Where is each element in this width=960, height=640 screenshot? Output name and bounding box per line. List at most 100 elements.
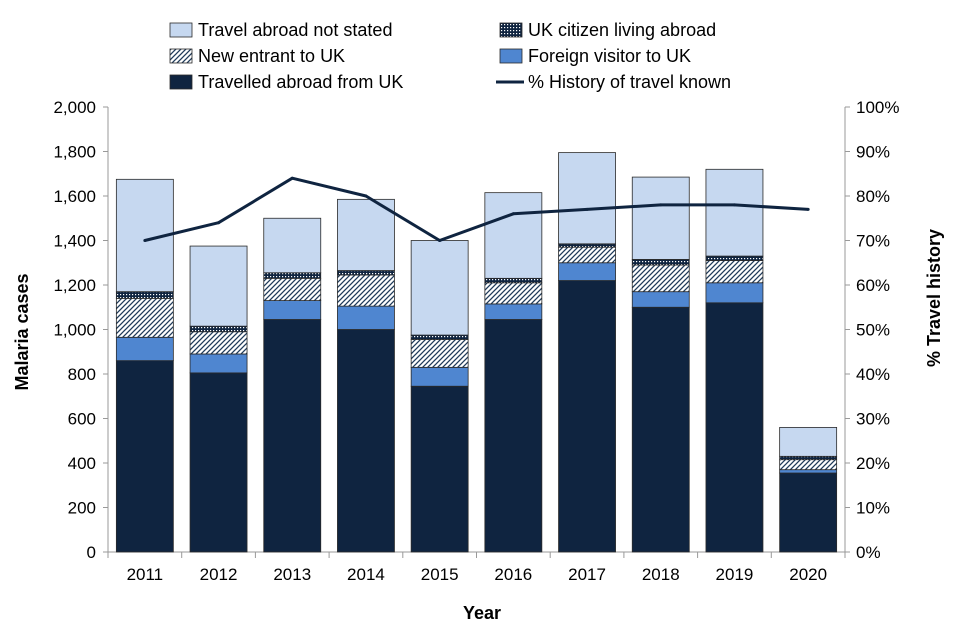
x-tick-label: 2019 (716, 565, 754, 584)
y-tick-label: 400 (68, 454, 96, 473)
bar-travelled-2018 (631, 306, 690, 553)
y-tick-label: 800 (68, 365, 96, 384)
y-tick-label: 1,400 (53, 232, 96, 251)
bar-citizen-2012 (189, 325, 248, 333)
bar-notstated-2017 (558, 152, 616, 245)
bar-visitor-2017 (558, 262, 616, 281)
bar-citizen-2020 (779, 455, 838, 461)
y2-tick-label: 80% (856, 187, 890, 206)
x-tick-label: 2014 (347, 565, 385, 584)
bar-visitor-2020 (779, 469, 838, 474)
bar-visitor-2012 (189, 353, 248, 374)
bar-citizen-2014 (337, 270, 395, 276)
y-tick-label: 2,000 (53, 98, 96, 117)
legend-label-travelled: Travelled abroad from UK (198, 72, 403, 92)
y2-tick-label: 60% (856, 276, 890, 295)
bar-visitor-2016 (484, 303, 543, 320)
bar-visitor-2011 (115, 336, 174, 362)
bar-visitor-2013 (263, 300, 322, 320)
bar-entrant-2013 (263, 277, 322, 301)
y-tick-label: 1,200 (53, 276, 96, 295)
legend-swatch-visitor (499, 48, 523, 64)
legend: Travel abroad not stated UK citizen livin… (169, 20, 731, 92)
line-point-2019 (732, 203, 736, 207)
line-point-2014 (364, 194, 368, 198)
travel-history-line (143, 176, 810, 242)
bar-citizen-2018 (631, 259, 690, 266)
legend-label-citizen: UK citizen living abroad (528, 20, 716, 40)
bar-entrant-2019 (705, 260, 764, 284)
x-tick-label: 2018 (642, 565, 680, 584)
bar-citizen-2015 (410, 334, 469, 340)
y2-tick-label: 0% (856, 543, 881, 562)
y2-tick-label: 10% (856, 499, 890, 518)
bar-citizen-2013 (263, 272, 322, 279)
bar-notstated-2015 (410, 240, 469, 336)
bar-entrant-2020 (779, 459, 838, 471)
bar-entrant-2011 (115, 297, 174, 338)
bar-visitor-2018 (631, 291, 690, 308)
bar-notstated-2016 (484, 192, 543, 279)
bar-travelled-2013 (263, 319, 322, 553)
x-tick-label: 2015 (421, 565, 459, 584)
legend-label-notstated: Travel abroad not stated (198, 20, 392, 40)
bar-notstated-2020 (779, 426, 838, 457)
legend-label-visitor: Foreign visitor to UK (528, 46, 691, 66)
y-tick-label: 1,600 (53, 187, 96, 206)
bar-citizen-2016 (484, 277, 543, 284)
x-tick-label: 2012 (200, 565, 238, 584)
y2-tick-label: 30% (856, 410, 890, 429)
bar-entrant-2017 (558, 246, 616, 264)
x-tick-label: 2016 (494, 565, 532, 584)
y2-tick-label: 20% (856, 454, 890, 473)
line-point-2018 (659, 203, 663, 207)
bar-travelled-2012 (189, 372, 248, 553)
y2-tick-label: 40% (856, 365, 890, 384)
bar-entrant-2012 (189, 331, 248, 355)
legend-swatch-travelled (169, 74, 193, 90)
y2-tick-label: 90% (856, 143, 890, 162)
bar-travelled-2019 (705, 302, 764, 553)
bar-entrant-2014 (337, 274, 395, 307)
y-tick-label: 1,800 (53, 143, 96, 162)
bar-visitor-2014 (337, 305, 395, 330)
bar-notstated-2018 (631, 176, 690, 260)
line-point-2012 (217, 221, 221, 225)
line-travel-history-known (144, 176, 809, 242)
bar-notstated-2019 (705, 168, 764, 257)
bar-entrant-2016 (484, 282, 543, 305)
y-tick-label: 600 (68, 410, 96, 429)
bar-citizen-2017 (558, 243, 616, 248)
legend-swatch-citizen (499, 22, 523, 38)
line-point-2011 (143, 239, 147, 242)
bar-entrant-2018 (631, 264, 690, 293)
x-tick-label: 2020 (789, 565, 827, 584)
bar-notstated-2012 (189, 245, 248, 327)
bar-visitor-2015 (410, 366, 469, 387)
y2-tick-label: 70% (856, 232, 890, 251)
bar-travelled-2016 (484, 319, 543, 553)
y-tick-label: 200 (68, 499, 96, 518)
legend-label-line: % History of travel known (528, 72, 731, 92)
x-tick-label: 2013 (273, 565, 311, 584)
axes: 0 200 400 600 800 1,000 1,200 1,400 1,600 1,800 2,… (53, 98, 899, 584)
x-tick-label: 2017 (568, 565, 606, 584)
bar-travelled-2014 (337, 329, 395, 553)
x-axis-title: Year (463, 603, 501, 623)
x-tick-label: 2011 (127, 565, 164, 584)
line-point-2013 (290, 176, 294, 180)
y2-axis-title: % Travel history (924, 229, 944, 367)
bar-visitor-2019 (705, 282, 764, 304)
bar-travelled-2015 (410, 385, 469, 553)
bar-citizen-2019 (705, 255, 764, 261)
bar-travelled-2017 (558, 280, 616, 553)
line-point-2015 (438, 239, 442, 242)
bar-notstated-2014 (337, 198, 395, 271)
bars (115, 152, 838, 553)
legend-swatch-entrant (169, 48, 193, 64)
y2-tick-label: 50% (856, 321, 890, 340)
line-point-2017 (585, 207, 589, 211)
y-tick-label: 1,000 (53, 321, 96, 340)
bar-entrant-2015 (410, 339, 469, 368)
